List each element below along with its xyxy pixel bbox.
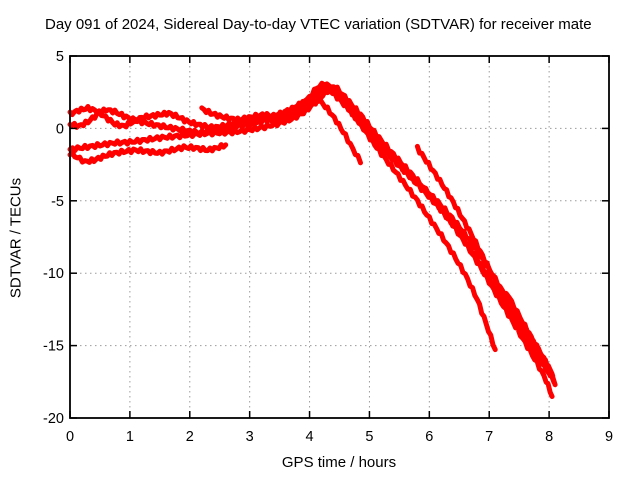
x-tick-label: 4 (306, 429, 314, 445)
y-tick-label: 5 (56, 49, 64, 65)
x-tick-label: 1 (126, 429, 134, 445)
y-tick-label: -10 (43, 266, 64, 282)
x-tick-label: 8 (545, 429, 553, 445)
y-tick-label: -20 (43, 411, 64, 427)
data-series-arc-long-low (67, 84, 555, 399)
y-tick-label: -15 (43, 339, 64, 355)
plot-frame (69, 55, 610, 419)
chart-title: Day 091 of 2024, Sidereal Day-to-day VTE… (45, 16, 592, 33)
data-series-arc-mid-start (199, 80, 557, 385)
data-series-arc-low-short (67, 142, 229, 165)
x-tick-label: 0 (66, 429, 74, 445)
y-tick-label: 0 (56, 121, 64, 137)
x-tick-label: 3 (246, 429, 254, 445)
data-series-arc-start-7p3 (503, 290, 556, 379)
x-tick-label: 5 (365, 429, 373, 445)
x-tick-label: 9 (605, 429, 613, 445)
x-axis-label: GPS time / hours (281, 454, 397, 471)
data-series-arc-end-4p85 (244, 93, 363, 166)
x-tick-label: 6 (425, 429, 433, 445)
data-series-arc-start-5p8 (414, 143, 558, 388)
y-tick-label: -5 (51, 194, 64, 210)
x-tick-label: 2 (186, 429, 194, 445)
x-tick-label: 7 (485, 429, 493, 445)
